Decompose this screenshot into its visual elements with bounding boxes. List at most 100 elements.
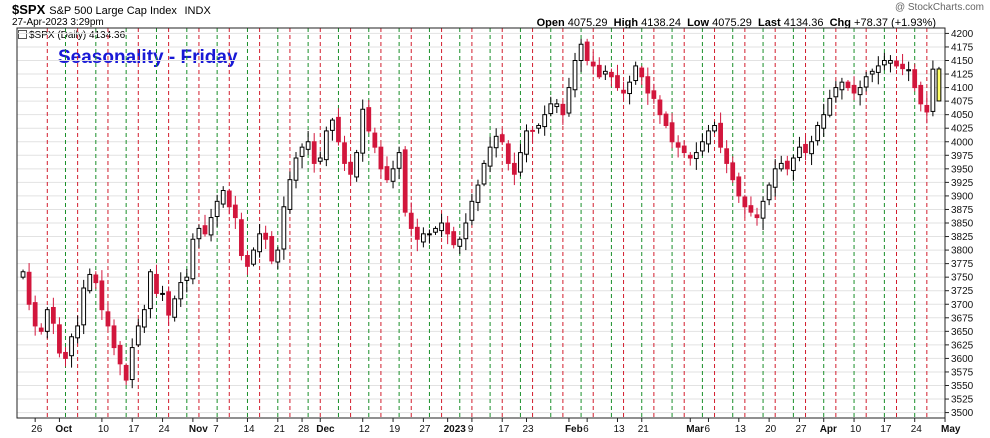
candle-down: [615, 75, 620, 89]
x-tick-label: Apr: [820, 424, 837, 435]
candle-down: [584, 41, 590, 61]
candle-down: [724, 148, 730, 164]
x-tick-label: 24: [159, 424, 171, 435]
candle-down: [336, 116, 341, 143]
candle-down: [918, 84, 924, 105]
series-legend: $SPX (Daily) 4134.36: [18, 30, 125, 41]
candle-up: [208, 217, 214, 236]
candle-down: [784, 160, 790, 170]
candle-up: [420, 233, 426, 243]
candle-down: [663, 113, 669, 126]
candle-down: [894, 60, 899, 67]
legend-label: $SPX (Daily) 4134.36: [29, 30, 126, 41]
x-tick-label: Oct: [55, 424, 72, 435]
candle-down: [202, 225, 208, 235]
candle-down: [687, 154, 693, 159]
x-tick-label: 21: [274, 424, 286, 435]
candle-up: [184, 276, 190, 281]
candle-up: [833, 87, 839, 98]
x-tick-label: 17: [880, 424, 892, 435]
x-tick-label: 19: [389, 424, 401, 435]
x-tick-label: 6: [704, 424, 710, 435]
candle-down: [123, 364, 129, 381]
candle-up: [214, 200, 220, 217]
candle-down: [675, 142, 681, 148]
candle-down: [530, 129, 535, 132]
y-tick-label: 3800: [951, 246, 974, 257]
candle-up: [791, 157, 796, 171]
candle-down: [645, 76, 651, 94]
candle-up: [190, 238, 196, 280]
candle-up: [821, 114, 827, 129]
candle-up: [536, 125, 542, 129]
candle-up: [172, 298, 178, 318]
x-tick-label: 28: [298, 424, 310, 435]
candle-up: [627, 81, 632, 95]
y-tick-label: 3900: [951, 191, 974, 202]
x-tick-label: May: [941, 424, 961, 435]
candle-up: [75, 325, 81, 339]
y-tick-label: 4000: [951, 137, 974, 148]
candle-down: [900, 63, 905, 70]
candle-down: [342, 142, 347, 164]
chart-title: Seasonality - Friday: [58, 47, 238, 68]
x-tick-label: 26: [31, 424, 43, 435]
candle-down: [166, 291, 171, 316]
candle-up: [487, 146, 493, 167]
candle-down: [111, 325, 117, 349]
candle-up: [81, 287, 87, 326]
timestamp: 27-Apr-2023 3:29pm: [12, 17, 104, 28]
candle-up: [815, 125, 821, 142]
y-tick-label: 3525: [951, 395, 974, 406]
candle-down: [38, 327, 44, 332]
candle-down: [154, 273, 159, 294]
candle-down: [63, 351, 68, 359]
candle-up: [330, 119, 335, 131]
candle-down: [402, 149, 408, 213]
y-tick-label: 4050: [951, 110, 974, 121]
candle-down: [803, 143, 808, 154]
candle-down: [651, 90, 657, 99]
candle-down: [718, 122, 723, 148]
candle-up: [141, 309, 147, 328]
candle-up: [160, 292, 165, 295]
candle-down: [232, 204, 238, 219]
x-tick-label: 7: [213, 424, 219, 435]
candle-today: [936, 68, 942, 102]
candle-up: [772, 168, 778, 188]
y-tick-label: 3825: [951, 232, 974, 243]
candle-down: [93, 274, 99, 284]
candle-down: [269, 236, 275, 262]
candle-down: [748, 205, 754, 213]
candle-down: [99, 280, 105, 311]
candle-up: [457, 238, 463, 247]
candle-up: [463, 222, 469, 240]
low-label: Low: [687, 17, 710, 29]
candle-down: [657, 99, 663, 116]
y-tick-label: 3675: [951, 313, 974, 324]
x-tick-label: 17: [498, 424, 510, 435]
candle-up: [542, 114, 548, 128]
candle-up: [20, 271, 26, 278]
y-tick-label: 4075: [951, 97, 974, 108]
candle-down: [263, 232, 269, 240]
x-tick-label: Dec: [316, 424, 335, 435]
candle-up: [257, 233, 262, 253]
last-label: Last: [758, 17, 781, 29]
candle-up: [518, 152, 523, 173]
y-tick-label: 3575: [951, 367, 974, 378]
x-tick-label: 27: [795, 424, 807, 435]
candle-up: [305, 141, 311, 150]
y-tick-label: 3550: [951, 381, 974, 392]
candle-up: [493, 135, 499, 149]
y-tick-label: 3600: [951, 354, 974, 365]
candle-down: [50, 307, 56, 324]
y-tick-label: 4150: [951, 56, 974, 67]
candle-down: [414, 226, 420, 240]
candle-down: [372, 132, 378, 148]
candle-up: [317, 157, 323, 162]
candle-down: [378, 146, 384, 170]
x-tick-label: 27: [419, 424, 431, 435]
candle-up: [390, 168, 396, 182]
